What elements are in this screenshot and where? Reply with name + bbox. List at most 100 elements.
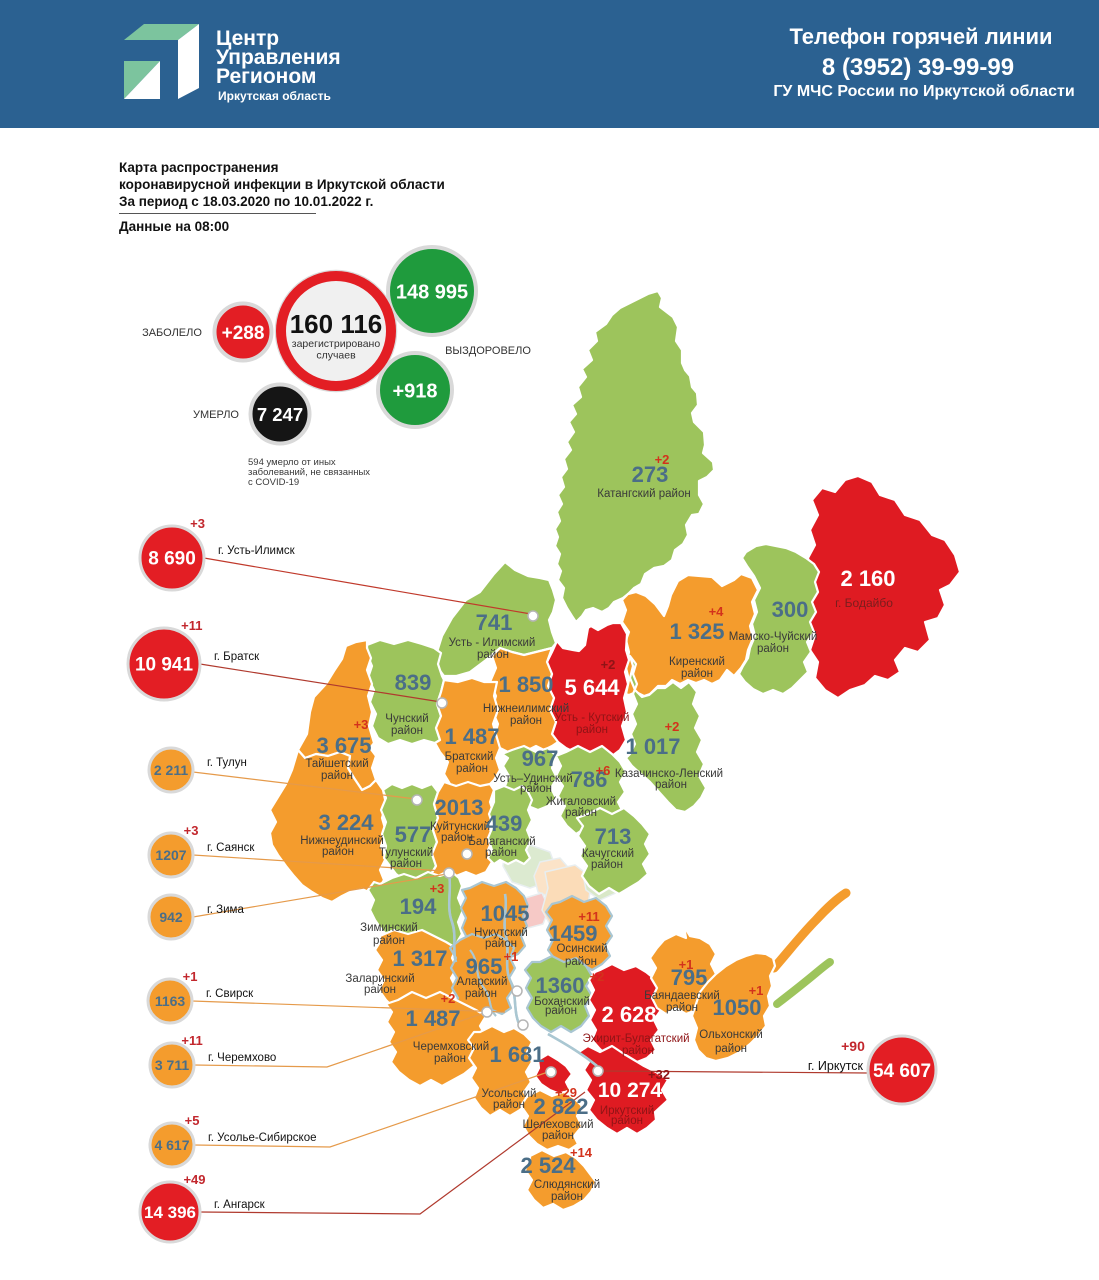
svg-text:273: 273 [632, 462, 669, 487]
svg-text:район: район [485, 847, 517, 859]
svg-text:район: район [591, 859, 623, 871]
svg-text:14 396: 14 396 [144, 1203, 196, 1222]
svg-text:район: район [565, 807, 597, 819]
svg-text:г. Усть-Илимск: г. Усть-Илимск [218, 545, 296, 557]
svg-text:Куйтунский: Куйтунский [430, 821, 490, 833]
svg-text:Усть–Удинский: Усть–Удинский [493, 773, 572, 785]
svg-text:г. Иркутск: г. Иркутск [808, 1059, 864, 1073]
svg-text:Телефон горячей линии: Телефон горячей линии [789, 24, 1052, 49]
svg-text:Боханский: Боханский [534, 996, 590, 1008]
svg-text:Нукутский: Нукутский [474, 927, 528, 939]
svg-text:район: район [485, 938, 517, 950]
svg-text:839: 839 [395, 670, 432, 695]
svg-text:1163: 1163 [155, 993, 186, 1009]
svg-text:Усольский: Усольский [482, 1088, 537, 1100]
svg-text:+288: +288 [222, 323, 265, 344]
svg-text:район: район [715, 1043, 747, 1055]
svg-text:район: район [551, 1191, 583, 1203]
svg-text:942: 942 [159, 909, 183, 925]
svg-text:+5: +5 [185, 1113, 200, 1128]
svg-text:2 160: 2 160 [840, 566, 895, 591]
svg-text:район: район [364, 984, 396, 996]
svg-text:г. Ангарск: г. Ангарск [214, 1199, 266, 1211]
svg-text:4 617: 4 617 [154, 1137, 189, 1153]
svg-text:+32: +32 [648, 1067, 670, 1082]
svg-text:160 116: 160 116 [290, 309, 383, 339]
svg-text:+11: +11 [181, 1033, 202, 1048]
svg-text:1045: 1045 [481, 901, 530, 926]
svg-text:район: район [493, 1099, 525, 1111]
svg-text:3 675: 3 675 [316, 733, 371, 758]
svg-text:Киренский: Киренский [669, 656, 725, 668]
svg-text:+2: +2 [590, 969, 605, 984]
svg-text:+6: +6 [596, 763, 611, 778]
svg-text:г. Саянск: г. Саянск [207, 842, 255, 854]
svg-text:1360: 1360 [536, 973, 585, 998]
svg-text:УМЕРЛО: УМЕРЛО [193, 409, 239, 421]
svg-text:г. Тулун: г. Тулун [207, 757, 247, 769]
svg-text:1 487: 1 487 [405, 1006, 460, 1031]
svg-text:Черемховский: Черемховский [413, 1041, 489, 1053]
svg-text:+14: +14 [570, 1145, 593, 1160]
svg-text:За период с 18.03.2020 по 10.0: За период с 18.03.2020 по 10.01.2022 г. [119, 194, 373, 209]
svg-text:район: район [666, 1002, 698, 1014]
svg-text:1 317: 1 317 [392, 946, 447, 971]
svg-text:зарегистрировано: зарегистрировано [292, 338, 381, 350]
svg-text:1459: 1459 [549, 921, 598, 946]
svg-text:+4: +4 [709, 604, 725, 619]
svg-text:577: 577 [395, 822, 432, 847]
svg-text:1 487: 1 487 [444, 724, 499, 749]
svg-text:район: район [434, 1053, 466, 1065]
svg-text:Иркутская область: Иркутская область [218, 89, 331, 103]
svg-text:1 850: 1 850 [498, 672, 553, 697]
svg-text:10 274: 10 274 [598, 1079, 663, 1102]
svg-text:8 690: 8 690 [148, 549, 196, 570]
svg-text:район: район [477, 649, 509, 661]
svg-text:Данные на 08:00: Данные на 08:00 [119, 219, 229, 234]
svg-text:Аларский: Аларский [457, 976, 508, 988]
svg-text:Тулунский: Тулунский [379, 847, 433, 859]
svg-text:1 325: 1 325 [669, 619, 724, 644]
svg-text:+2: +2 [441, 991, 456, 1006]
svg-text:5 644: 5 644 [564, 675, 620, 700]
svg-text:54 607: 54 607 [873, 1061, 931, 1082]
svg-text:коронавирусной инфекции в Ирку: коронавирусной инфекции в Иркутской обла… [119, 177, 445, 192]
svg-text:Качугский: Качугский [582, 848, 634, 860]
svg-text:10 941: 10 941 [135, 655, 194, 676]
svg-text:+3: +3 [430, 881, 445, 896]
svg-text:741: 741 [476, 610, 513, 635]
svg-text:район: район [681, 668, 713, 680]
svg-text:+1: +1 [183, 969, 198, 984]
svg-text:Регионом: Регионом [216, 65, 316, 88]
svg-text:г. Братск: г. Братск [214, 651, 260, 663]
svg-text:Жигаловский: Жигаловский [546, 796, 616, 808]
svg-text:Шелеховский: Шелеховский [522, 1119, 593, 1131]
svg-text:3 711: 3 711 [155, 1057, 189, 1073]
svg-text:713: 713 [595, 824, 632, 849]
svg-text:ГУ МЧС России по Иркутской обл: ГУ МЧС России по Иркутской области [773, 83, 1074, 100]
svg-text:Мамско-Чуйский: Мамско-Чуйский [729, 631, 818, 643]
svg-text:+2: +2 [655, 452, 670, 467]
svg-text:965: 965 [466, 954, 503, 979]
svg-text:+11: +11 [578, 909, 599, 924]
svg-text:Братский: Братский [445, 751, 494, 763]
svg-text:район: район [545, 1005, 577, 1017]
svg-text:1050: 1050 [713, 995, 762, 1020]
svg-text:район: район [373, 935, 405, 947]
svg-text:район: район [520, 783, 552, 795]
svg-text:Усть - Илимский: Усть - Илимский [449, 637, 536, 649]
svg-text:ЗАБОЛЕЛО: ЗАБОЛЕЛО [142, 327, 202, 339]
svg-text:+918: +918 [392, 380, 437, 402]
svg-text:439: 439 [486, 811, 523, 836]
svg-text:г. Свирск: г. Свирск [206, 988, 254, 1000]
svg-text:район: район [576, 724, 608, 736]
svg-text:+29: +29 [555, 1085, 577, 1100]
svg-text:район: район [456, 763, 488, 775]
svg-text:ВЫЗДОРОВЕЛО: ВЫЗДОРОВЕЛО [445, 345, 531, 357]
svg-text:Нижнеилимский: Нижнеилимский [483, 703, 569, 715]
svg-text:Усть - Кутский: Усть - Кутский [555, 712, 630, 724]
svg-text:+90: +90 [841, 1038, 865, 1054]
svg-text:Управления: Управления [216, 46, 341, 69]
svg-text:район: район [321, 770, 353, 782]
svg-text:8 (3952) 39-99-99: 8 (3952) 39-99-99 [822, 54, 1014, 81]
